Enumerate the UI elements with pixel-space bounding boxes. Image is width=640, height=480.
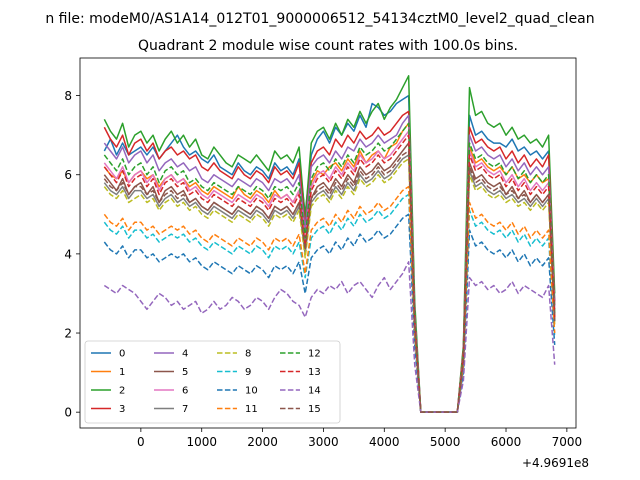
legend-label-6: 6	[182, 386, 188, 397]
series-line-11	[103, 185, 556, 413]
y-tick-label: 4	[64, 247, 72, 261]
series-line-13	[103, 134, 556, 413]
series-line-5	[103, 142, 556, 413]
legend-label-13: 13	[308, 367, 321, 378]
x-tick-label: 0	[137, 435, 145, 449]
legend-label-4: 4	[182, 349, 188, 360]
x-tick-label: 5000	[430, 435, 461, 449]
series-line-9	[103, 193, 556, 413]
x-offset-label: +4.9691e8	[522, 456, 589, 470]
legend-label-15: 15	[308, 404, 321, 415]
legend-label-5: 5	[182, 367, 188, 378]
y-tick-label: 2	[64, 327, 72, 341]
legend-box	[84, 340, 341, 424]
legend-label-3: 3	[119, 404, 125, 415]
series-layer	[103, 75, 556, 413]
legend-label-2: 2	[119, 386, 125, 397]
series-line-3	[103, 110, 556, 413]
legend-label-0: 0	[119, 349, 125, 360]
series-line-14	[103, 261, 556, 413]
legend-label-10: 10	[245, 386, 258, 397]
x-tick-label: 7000	[552, 435, 583, 449]
y-tick-label: 6	[64, 168, 72, 182]
legend-label-11: 11	[245, 404, 258, 415]
x-tick-label: 1000	[186, 435, 217, 449]
series-line-7	[103, 154, 556, 413]
y-tick-label: 0	[64, 406, 72, 420]
x-tick-label: 3000	[308, 435, 339, 449]
figure-suptitle: n file: modeM0/AS1A14_012T01_9000006512_…	[45, 11, 594, 27]
legend-label-14: 14	[308, 386, 321, 397]
x-tick-label: 6000	[491, 435, 522, 449]
series-line-4	[103, 114, 556, 413]
legend-label-9: 9	[245, 367, 251, 378]
series-line-8	[103, 158, 556, 413]
series-line-0	[103, 94, 556, 413]
series-line-6	[103, 130, 556, 413]
series-line-2	[103, 75, 556, 413]
y-tick-label: 8	[64, 89, 72, 103]
chart-title: Quadrant 2 module wise count rates with …	[138, 38, 518, 54]
x-tick-label: 2000	[247, 435, 278, 449]
tick-layer: 0 1000 2000 3000 4000 5000 6000 7000 0 2 4 6 8	[64, 89, 582, 449]
plot-frame	[79, 57, 577, 429]
series-line-15	[103, 150, 556, 413]
series-line-10	[103, 213, 556, 413]
legend-label-1: 1	[119, 367, 125, 378]
legend-label-7: 7	[182, 404, 188, 415]
legend-label-8: 8	[245, 349, 251, 360]
x-tick-label: 4000	[369, 435, 400, 449]
legend-label-12: 12	[308, 349, 321, 360]
series-line-12	[103, 122, 556, 413]
